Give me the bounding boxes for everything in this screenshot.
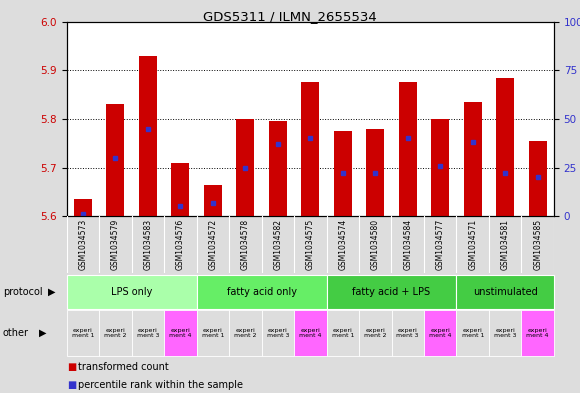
Text: ■: ■ bbox=[67, 380, 76, 390]
Text: experi
ment 3: experi ment 3 bbox=[267, 328, 289, 338]
Bar bbox=[107, 104, 124, 216]
Text: experi
ment 3: experi ment 3 bbox=[137, 328, 159, 338]
Text: GDS5311 / ILMN_2655534: GDS5311 / ILMN_2655534 bbox=[203, 10, 377, 23]
Text: GSM1034574: GSM1034574 bbox=[338, 219, 347, 270]
Text: experi
ment 3: experi ment 3 bbox=[494, 328, 516, 338]
Bar bbox=[399, 83, 416, 216]
Text: GSM1034578: GSM1034578 bbox=[241, 219, 250, 270]
Text: experi
ment 2: experi ment 2 bbox=[364, 328, 386, 338]
Bar bbox=[237, 119, 254, 216]
Text: GSM1034580: GSM1034580 bbox=[371, 219, 380, 270]
Bar bbox=[139, 56, 157, 216]
Text: ■: ■ bbox=[67, 362, 76, 373]
Text: fatty acid only: fatty acid only bbox=[227, 287, 296, 297]
Text: GSM1034579: GSM1034579 bbox=[111, 219, 120, 270]
Text: GSM1034576: GSM1034576 bbox=[176, 219, 185, 270]
Text: experi
ment 2: experi ment 2 bbox=[104, 328, 126, 338]
Bar bbox=[432, 119, 449, 216]
Text: GSM1034585: GSM1034585 bbox=[533, 219, 542, 270]
Text: experi
ment 4: experi ment 4 bbox=[429, 328, 451, 338]
Text: GSM1034577: GSM1034577 bbox=[436, 219, 445, 270]
Text: ▶: ▶ bbox=[48, 287, 56, 297]
Bar bbox=[464, 102, 481, 216]
Text: GSM1034573: GSM1034573 bbox=[78, 219, 88, 270]
Text: experi
ment 4: experi ment 4 bbox=[169, 328, 191, 338]
Text: transformed count: transformed count bbox=[78, 362, 169, 373]
Text: other: other bbox=[3, 328, 29, 338]
Text: protocol: protocol bbox=[3, 287, 42, 297]
Bar bbox=[496, 77, 514, 216]
Bar bbox=[204, 185, 222, 216]
Text: experi
ment 1: experi ment 1 bbox=[72, 328, 94, 338]
Bar bbox=[302, 83, 319, 216]
Text: experi
ment 2: experi ment 2 bbox=[234, 328, 256, 338]
Text: experi
ment 1: experi ment 1 bbox=[202, 328, 224, 338]
Text: experi
ment 1: experi ment 1 bbox=[462, 328, 484, 338]
Text: GSM1034581: GSM1034581 bbox=[501, 219, 510, 270]
Bar bbox=[367, 129, 384, 216]
Text: fatty acid + LPS: fatty acid + LPS bbox=[353, 287, 430, 297]
Text: percentile rank within the sample: percentile rank within the sample bbox=[78, 380, 243, 390]
Text: GSM1034582: GSM1034582 bbox=[273, 219, 282, 270]
Bar bbox=[334, 131, 351, 216]
Text: unstimulated: unstimulated bbox=[473, 287, 538, 297]
Bar bbox=[172, 163, 189, 216]
Text: experi
ment 4: experi ment 4 bbox=[299, 328, 321, 338]
Text: ▶: ▶ bbox=[39, 328, 47, 338]
Bar bbox=[529, 141, 546, 216]
Bar bbox=[74, 199, 92, 216]
Text: LPS only: LPS only bbox=[111, 287, 153, 297]
Text: GSM1034571: GSM1034571 bbox=[468, 219, 477, 270]
Text: GSM1034584: GSM1034584 bbox=[403, 219, 412, 270]
Text: GSM1034575: GSM1034575 bbox=[306, 219, 315, 270]
Text: GSM1034572: GSM1034572 bbox=[208, 219, 218, 270]
Text: experi
ment 3: experi ment 3 bbox=[397, 328, 419, 338]
Text: experi
ment 4: experi ment 4 bbox=[527, 328, 549, 338]
Text: GSM1034583: GSM1034583 bbox=[143, 219, 153, 270]
Text: experi
ment 1: experi ment 1 bbox=[332, 328, 354, 338]
Bar bbox=[269, 121, 287, 216]
